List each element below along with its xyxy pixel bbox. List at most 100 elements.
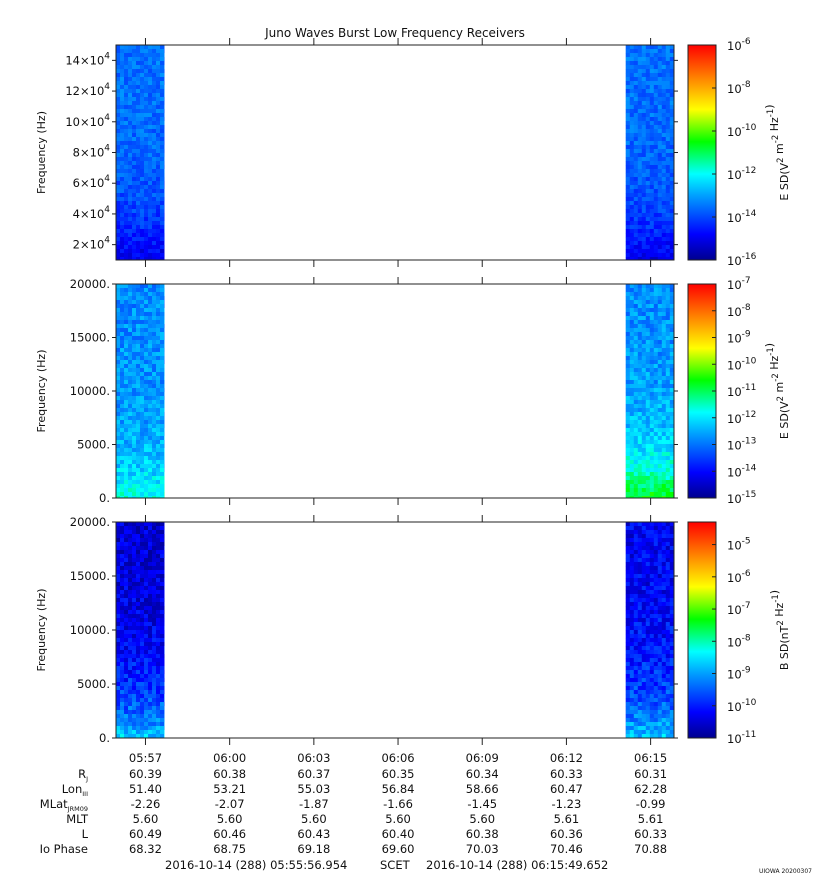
spectrogram-cell <box>144 360 149 365</box>
spectrogram-cell <box>136 185 141 190</box>
spectrogram-cell <box>132 424 137 429</box>
spectrogram-cell <box>156 368 161 373</box>
spectrogram-cell <box>160 638 165 643</box>
spectrogram-cell <box>132 257 137 261</box>
spectrogram-cell <box>148 400 153 405</box>
spectrogram-cell <box>637 181 643 186</box>
spectrogram-cell <box>152 396 157 401</box>
spectrogram-cell <box>661 558 667 563</box>
spectrogram-cell <box>116 448 121 453</box>
spectrogram-cell <box>120 320 125 325</box>
colorbar-tick-label: 10-10 <box>727 356 757 372</box>
spectrogram-cell <box>665 614 671 619</box>
spectrogram-cell <box>645 201 651 206</box>
spectrogram-cell <box>645 444 651 449</box>
spectrogram-cell <box>156 714 161 719</box>
spectrogram-cell <box>164 690 165 695</box>
spectrogram-cell <box>669 428 675 433</box>
spectrogram-cell <box>164 213 165 218</box>
spectrogram-cell <box>124 209 129 214</box>
spectrogram-cell <box>160 380 165 385</box>
spectrogram-cell <box>124 292 129 297</box>
spectrogram-cell <box>144 217 149 222</box>
spectrogram-cell <box>116 384 121 389</box>
spectrogram-cell <box>128 53 133 58</box>
spectrogram-cell <box>140 364 145 369</box>
spectrogram-cell <box>164 674 165 679</box>
spectrogram-cell <box>164 472 165 477</box>
spectrogram-cell <box>132 706 137 711</box>
spectrogram-cell <box>128 714 133 719</box>
spectrogram-cell <box>156 626 161 631</box>
spectrogram-cell <box>128 420 133 425</box>
spectrogram-cell <box>128 197 133 202</box>
spectrogram-cell <box>116 93 121 98</box>
spectrogram-cell <box>124 157 129 162</box>
spectrogram-cell <box>164 257 165 261</box>
spectrogram-cell <box>649 93 655 98</box>
spectrogram-cell <box>629 213 635 218</box>
spectrogram-cell <box>136 225 141 230</box>
spectrogram-cell <box>641 225 647 230</box>
spectrogram-cell <box>633 642 639 647</box>
spectrogram-cell <box>645 674 651 679</box>
spectrogram-cell <box>657 284 663 289</box>
spectrogram-cell <box>160 61 165 66</box>
spectrogram-cell <box>128 404 133 409</box>
spectrogram-cell <box>657 626 663 631</box>
spectrogram-cell <box>649 496 655 499</box>
spectrogram-cell <box>140 189 145 194</box>
spectrogram-cell <box>649 153 655 158</box>
spectrogram-cell <box>629 602 635 607</box>
spectrogram-cell <box>625 618 631 623</box>
spectrogram-cell <box>148 316 153 321</box>
spectrogram-cell <box>132 165 137 170</box>
spectrogram-cell <box>144 694 149 699</box>
spectrogram-cell <box>164 598 165 603</box>
spectrogram-cell <box>625 225 631 230</box>
spectrogram-cell <box>128 137 133 142</box>
spectrogram-cell <box>116 468 121 473</box>
spectrogram-cell <box>645 622 651 627</box>
spectrogram-cell <box>637 650 643 655</box>
spectrogram-cell <box>140 229 145 234</box>
spectrogram-cell <box>665 526 671 531</box>
spectrogram-cell <box>128 177 133 182</box>
spectrogram-cell <box>160 288 165 293</box>
spectrogram-cell <box>653 690 659 695</box>
spectrogram-cell <box>661 157 667 162</box>
spectrogram-cell <box>144 706 149 711</box>
spectrogram-cell <box>645 153 651 158</box>
spectrogram-cell <box>124 452 129 457</box>
spectrogram-cell <box>625 526 631 531</box>
spectrogram-cell <box>653 296 659 301</box>
spectrogram-cell <box>653 694 659 699</box>
spectrogram-cell <box>633 690 639 695</box>
spectrogram-cell <box>665 460 671 465</box>
spectrogram-cell <box>625 404 631 409</box>
spectrogram-cell <box>160 249 165 254</box>
spectrogram-cell <box>637 348 643 353</box>
spectrogram-cell <box>625 646 631 651</box>
spectrogram-cell <box>669 253 675 258</box>
spectrogram-cell <box>160 448 165 453</box>
spectrogram-cell <box>164 392 165 397</box>
colorbar-tick-label: 10-12 <box>727 166 756 182</box>
spectrogram-cell <box>116 125 121 130</box>
spectrogram-cell <box>128 650 133 655</box>
spectrogram-cell <box>657 630 663 635</box>
spectrogram-cell <box>116 472 121 477</box>
spectrogram-cell <box>128 165 133 170</box>
spectrogram-cell <box>657 324 663 329</box>
spectrogram-cell <box>156 726 161 731</box>
spectrogram-cell <box>645 452 651 457</box>
spectrogram-cell <box>152 249 157 254</box>
spectrogram-cell <box>645 578 651 583</box>
spectrogram-cell <box>669 109 675 114</box>
spectrogram-cell <box>645 113 651 118</box>
spectrogram-cell <box>124 472 129 477</box>
spectrogram-cell <box>649 586 655 591</box>
spectrogram-cell <box>645 666 651 671</box>
spectrogram-cell <box>637 570 643 575</box>
spectrogram-cell <box>641 452 647 457</box>
